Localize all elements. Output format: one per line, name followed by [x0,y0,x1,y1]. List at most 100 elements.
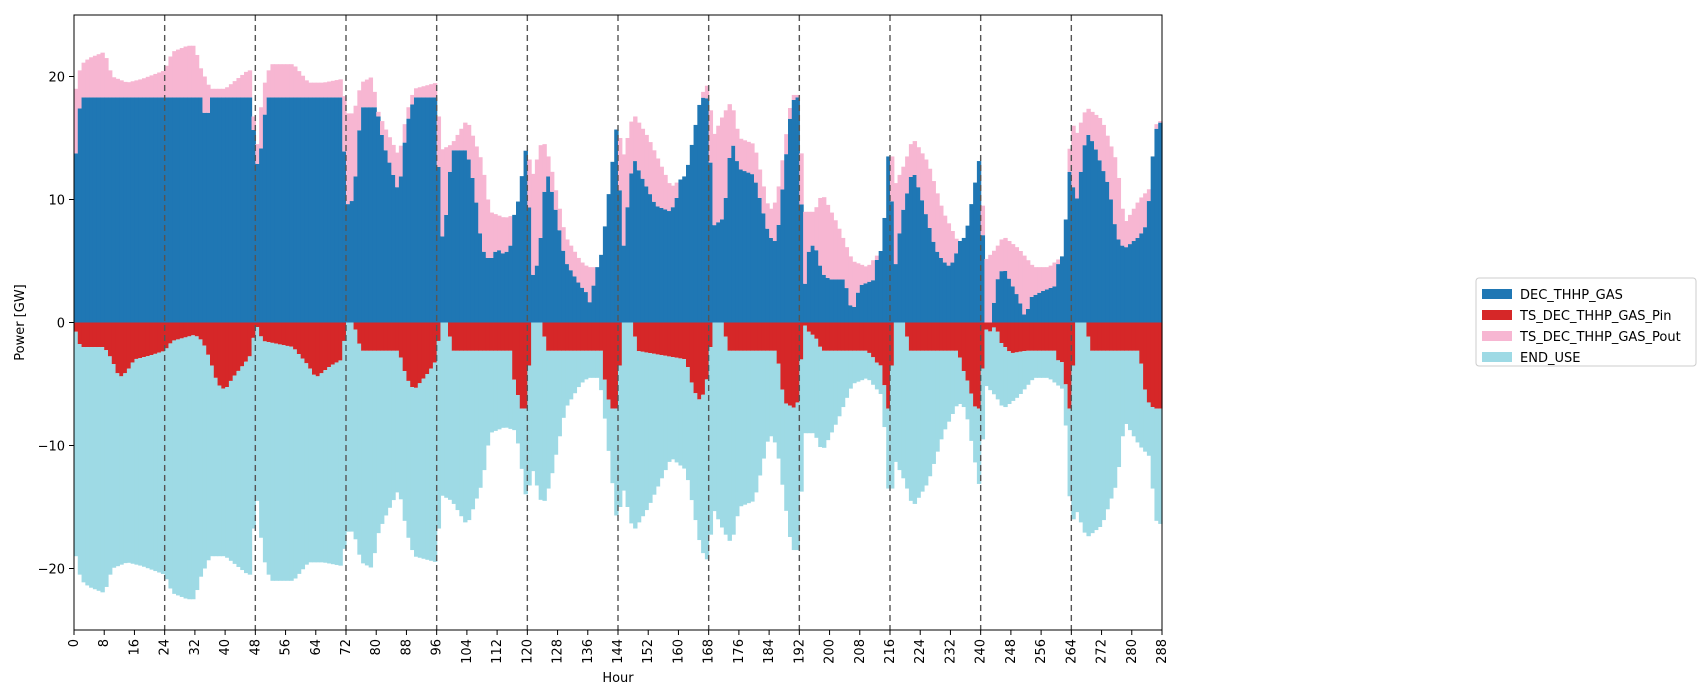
bar-ts-pout [863,266,868,284]
bar-ts-pout [788,108,793,119]
y-axis: −20 −10 0 10 20 [38,71,74,578]
bar-dec-thhp-gas [92,97,98,323]
bar-ts-pin [108,322,113,357]
bar-dec-thhp-gas [735,161,740,323]
bar-dec-thhp-gas [659,207,664,323]
bar-dec-thhp-gas [750,174,755,323]
bar-dec-thhp-gas [908,176,914,323]
bar-dec-thhp-gas [1124,247,1129,323]
bar-ts-pin [591,322,596,351]
bar-ts-pout [720,117,725,220]
bar-end-use [274,343,279,581]
bar-dec-thhp-gas [508,245,513,323]
bar-ts-pin [1022,322,1027,352]
bar-ts-pin [395,322,400,351]
bar-dec-thhp-gas [772,241,778,323]
bar-dec-thhp-gas [240,97,245,323]
bar-end-use [104,350,109,587]
bar-ts-pout [776,186,782,225]
bar-end-use [908,350,914,501]
bar-dec-thhp-gas [134,97,139,323]
bar-dec-thhp-gas [689,144,695,323]
bar-dec-thhp-gas [130,97,136,323]
bar-end-use [814,338,819,438]
bar-ts-pout [134,80,139,98]
bar-ts-pout [176,49,181,98]
bar-ts-pin [312,322,317,375]
bar-dec-thhp-gas [176,97,181,323]
bar-dec-thhp-gas [950,262,955,323]
bar-end-use [417,383,423,558]
bar-ts-pout [1037,267,1042,293]
bar-end-use [924,350,929,486]
bar-ts-pin [1135,322,1140,351]
bar-ts-pout [463,122,468,151]
bar-ts-pout [497,215,502,251]
bar-end-use [474,350,479,499]
bar-ts-pout [550,171,555,192]
bar-end-use [1052,350,1057,383]
bar-ts-pin [1086,322,1091,337]
bar-dec-thhp-gas [844,288,850,323]
legend-label-ts-pin: TS_DEC_THHP_GAS_Pin [1519,309,1671,324]
bar-end-use [315,376,321,563]
bar-end-use [791,407,797,551]
bar-ts-pin [1056,322,1061,361]
bar-ts-pin [1018,322,1023,352]
bar-end-use [988,331,993,391]
bar-end-use [1048,350,1054,380]
bar-dec-thhp-gas [319,97,324,323]
bar-dec-thhp-gas [1128,244,1133,323]
bar-end-use [806,331,812,434]
bar-ts-pout [164,65,170,98]
bar-dec-thhp-gas [924,214,929,323]
bar-ts-pout [746,141,751,173]
legend-label-ts-pout: TS_DEC_THHP_GAS_Pout [1519,330,1681,345]
bar-dec-thhp-gas [417,97,423,323]
bar-dec-thhp-gas [621,245,627,323]
bar-ts-pout [1131,208,1137,242]
bar-end-use [874,362,880,390]
bar-ts-pin [844,322,850,351]
bar-ts-pout [867,264,872,282]
bar-ts-pin [251,322,256,338]
bar-end-use [602,379,608,419]
bar-ts-pin [633,322,638,337]
bar-dec-thhp-gas [1154,128,1159,323]
bar-end-use [172,340,177,594]
bar-ts-pout [474,146,479,203]
bar-ts-pout [667,183,672,212]
bar-end-use [595,350,600,378]
bar-end-use [1041,350,1046,378]
bar-end-use [723,336,729,535]
bar-ts-pout [946,223,952,266]
bar-dec-thhp-gas [602,226,608,323]
bar-dec-thhp-gas [266,97,272,323]
bar-dec-thhp-gas [451,150,457,323]
bar-dec-thhp-gas [818,265,823,323]
bar-dec-thhp-gas [927,227,933,323]
bar-ts-pout [901,166,906,210]
bar-ts-pout [478,157,483,234]
bar-end-use [1116,350,1122,468]
bar-dec-thhp-gas [406,118,411,323]
bar-dec-thhp-gas [1131,241,1137,323]
bar-ts-pin [1097,322,1103,351]
bar-end-use [1014,352,1020,398]
bar-end-use [145,356,151,569]
bar-end-use [213,377,219,557]
bar-end-use [591,350,596,378]
bar-end-use [757,350,763,476]
bar-end-use [240,366,245,571]
bar-dec-thhp-gas [493,251,498,323]
bar-ts-pout [942,215,948,263]
bar-end-use [746,350,751,504]
bar-ts-pin [927,322,933,351]
bar-end-use [455,350,460,511]
bar-dec-thhp-gas [754,182,759,323]
bar-ts-pout [236,78,241,98]
bar-end-use [674,357,680,463]
bar-dec-thhp-gas [504,251,510,323]
bar-ts-pin [1128,322,1133,351]
bar-ts-pin [1124,322,1129,351]
